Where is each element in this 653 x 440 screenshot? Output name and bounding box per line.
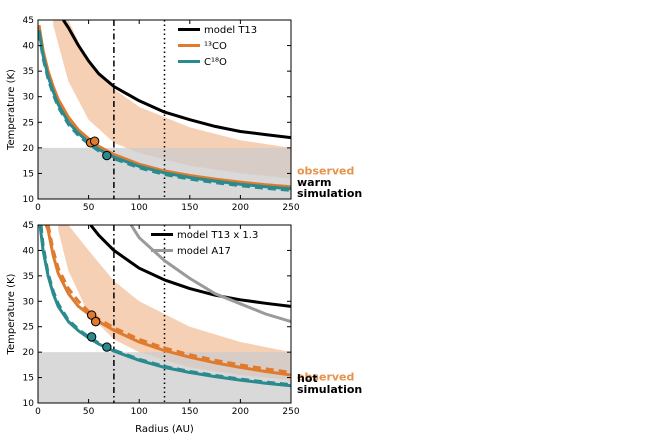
data-marker [89,136,100,146]
plot-area [38,20,291,199]
x-tick-label: 50 [83,407,95,417]
x-tick-label: 150 [181,203,198,213]
y-tick-label: 30 [23,93,35,103]
legend-label: model T13 x 1.3 [177,230,258,241]
series-model-t13-x-1-3 [89,225,291,308]
simulation-label: simulation [297,383,362,396]
legend-label: C¹⁸O [204,57,227,68]
axes-frame [37,224,292,404]
y-tick-label: 10 [23,399,35,409]
y-tick-label: 45 [23,221,34,231]
observed-label: observed [297,371,354,384]
y-tick-label: 40 [23,246,35,256]
x-tick-label: 50 [83,203,95,213]
series-model-t13 [62,20,291,140]
x-axis-label: Radius (AU) [135,424,194,435]
simulation-label: hot [297,372,318,385]
x-tick-label: 100 [131,407,148,417]
bottom-panel-hot-simulation: 0 50 100 150 200 250 10 15 20 25 30 35 40 45 Temperatu… [6,221,362,435]
x-tick-label: 250 [282,407,299,417]
simulation-label: simulation [297,187,362,200]
y-tick-label: 25 [23,118,34,128]
y-tick-label: 15 [23,374,34,384]
y-axis-label: Temperature (K) [6,273,17,355]
y-tick-label: 35 [23,67,34,77]
x-tick-label: 250 [282,203,299,213]
observed-region [38,352,291,403]
y-tick-label: 10 [23,195,35,205]
axes-frame [37,19,292,200]
observed-label: observed [297,164,354,177]
plot-area [38,225,291,403]
x-tick-label: 200 [232,203,249,213]
data-marker [102,342,112,352]
x-tick-label: 0 [35,407,41,417]
top-panel-warm-simulation: 0 50 100 150 200 250 10 15 20 25 30 35 40 45 Temperatu… [6,16,362,213]
y-tick-label: 25 [23,323,34,333]
legend-label: model T13 [204,25,257,36]
y-tick-label: 40 [23,42,35,52]
y-tick-label: 20 [23,144,35,154]
y-tick-label: 20 [23,348,35,358]
series-13co-dashed [46,225,291,374]
y-tick-label: 45 [23,16,34,26]
x-tick-label: 200 [232,407,249,417]
simulation-label: warm [297,176,331,189]
legend-label: ¹³CO [204,41,227,52]
y-tick-label: 30 [23,297,35,307]
x-tick-label: 150 [181,407,198,417]
y-tick-label: 15 [23,169,34,179]
series-c18o-dashed [38,32,291,192]
data-marker [86,310,97,320]
model-shaded-band [53,20,291,179]
model-shaded-band [58,225,291,381]
legend-label: model A17 [177,246,231,257]
y-tick-label: 35 [23,272,34,282]
series-c18o [38,225,291,388]
data-marker [90,316,101,327]
x-tick-label: 100 [131,203,148,213]
x-tick-label: 0 [35,203,41,213]
series-model-a17 [129,225,291,324]
data-marker [102,150,112,161]
y-axis-label: Temperature (K) [6,69,17,151]
data-marker [86,332,97,342]
